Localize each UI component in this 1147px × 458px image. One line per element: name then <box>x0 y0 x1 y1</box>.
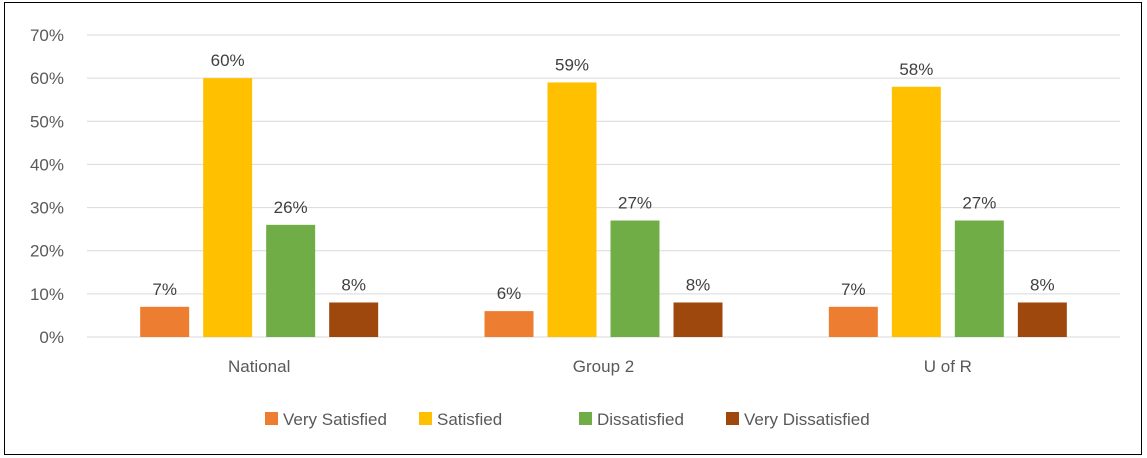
data-label: 8% <box>686 275 711 294</box>
x-axis: National Group 2 U of R <box>228 357 972 376</box>
data-label: 27% <box>618 194 652 213</box>
bar <box>610 220 660 337</box>
legend: Very Satisfied Satisfied Dissatisfied Very … <box>265 410 870 429</box>
data-labels: 7% 60% 26% 8% 6% 59% 27% 8% 7% 58% 27% 8% <box>152 51 1054 303</box>
category-label: U of R <box>924 357 972 376</box>
legend-swatch <box>419 412 432 425</box>
data-label: 7% <box>152 280 177 299</box>
y-tick-label: 20% <box>30 242 64 261</box>
data-label: 26% <box>274 198 308 217</box>
legend-swatch <box>265 412 278 425</box>
data-label: 7% <box>841 280 866 299</box>
data-label: 27% <box>962 194 996 213</box>
y-tick-label: 50% <box>30 112 64 131</box>
gridlines <box>87 34 1120 338</box>
y-tick-label: 40% <box>30 155 64 174</box>
bar <box>203 78 253 338</box>
bar <box>1017 302 1067 337</box>
legend-swatch <box>726 412 739 425</box>
legend-label: Very Dissatisfied <box>744 410 870 429</box>
category-label: National <box>228 357 290 376</box>
data-label: 60% <box>211 51 245 70</box>
y-axis: 0% 10% 20% 30% 40% 50% 60% 70% <box>30 26 64 347</box>
bar <box>954 220 1004 337</box>
y-tick-label: 30% <box>30 199 64 218</box>
legend-swatch <box>579 412 592 425</box>
y-tick-label: 70% <box>30 26 64 45</box>
data-label: 8% <box>341 275 366 294</box>
legend-label: Satisfied <box>437 410 502 429</box>
bar <box>484 311 534 337</box>
data-label: 58% <box>899 60 933 79</box>
legend-label: Very Satisfied <box>283 410 387 429</box>
bar <box>673 302 723 337</box>
data-label: 6% <box>497 284 522 303</box>
bar <box>266 224 316 337</box>
bars <box>140 78 1067 338</box>
data-label: 8% <box>1030 275 1055 294</box>
data-label: 59% <box>555 55 589 74</box>
bar <box>329 302 379 337</box>
bar <box>891 86 941 338</box>
y-tick-label: 60% <box>30 69 64 88</box>
category-label: Group 2 <box>573 357 634 376</box>
bar <box>140 306 190 337</box>
legend-label: Dissatisfied <box>597 410 684 429</box>
y-tick-label: 10% <box>30 285 64 304</box>
bar <box>547 82 597 337</box>
y-tick-label: 0% <box>39 328 64 347</box>
bar <box>828 306 878 337</box>
